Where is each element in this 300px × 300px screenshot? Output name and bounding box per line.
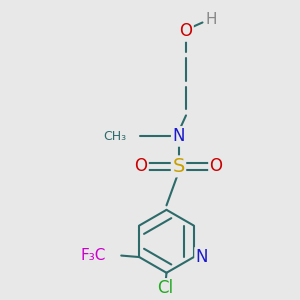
Text: CH₃: CH₃	[103, 130, 126, 143]
Text: O: O	[179, 22, 193, 40]
Text: F₃C: F₃C	[81, 248, 106, 263]
Text: O: O	[134, 158, 148, 175]
Text: Cl: Cl	[157, 279, 173, 297]
Text: N: N	[196, 248, 208, 266]
Text: H: H	[206, 12, 217, 27]
Text: S: S	[172, 157, 185, 176]
Text: N: N	[172, 128, 185, 146]
Text: O: O	[209, 158, 223, 175]
